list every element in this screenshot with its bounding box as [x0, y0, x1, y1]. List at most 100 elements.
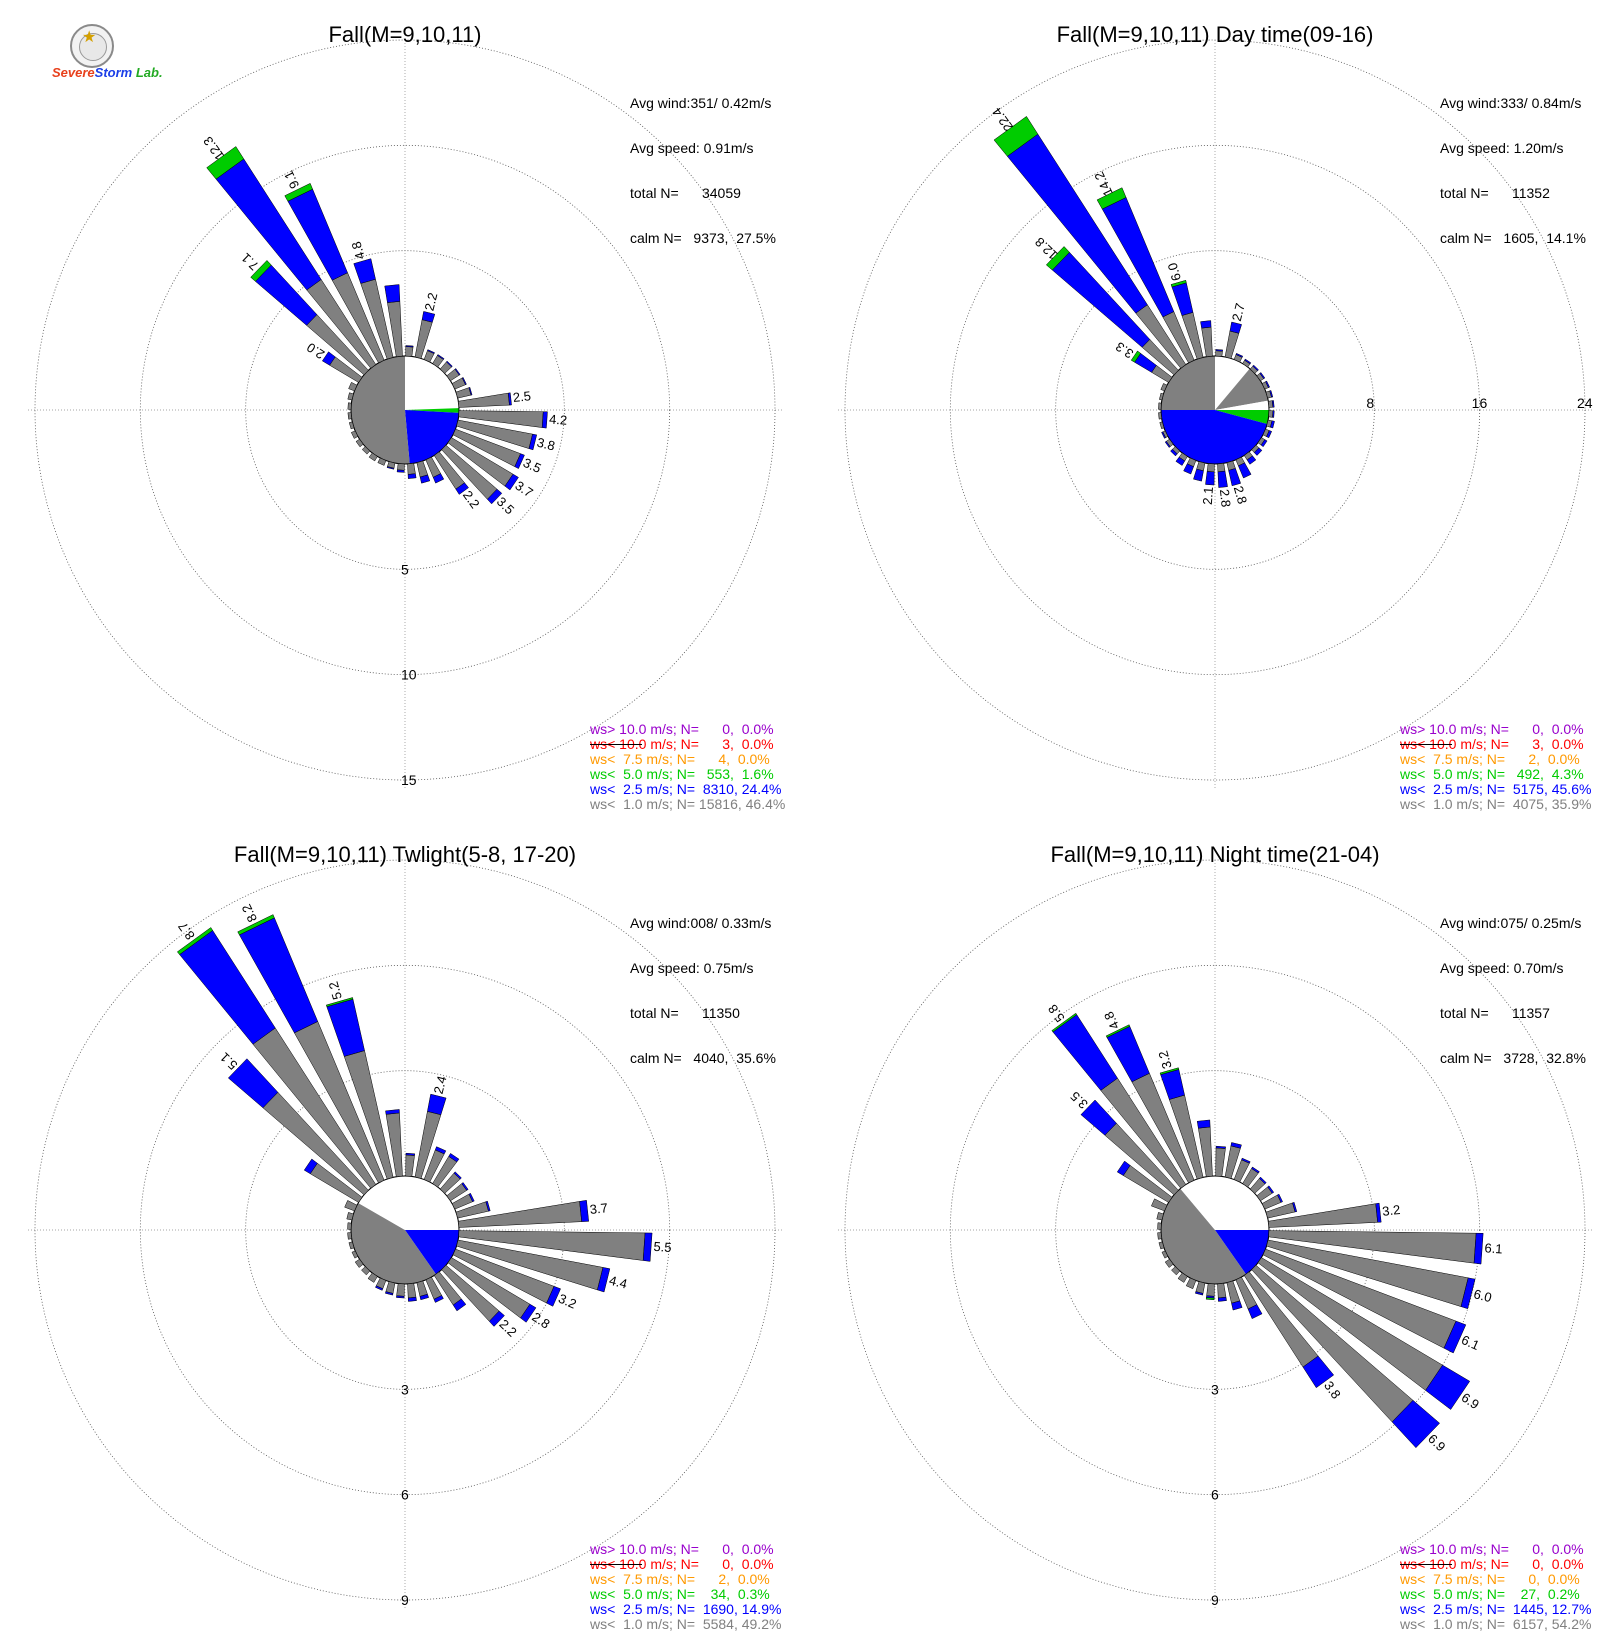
direction-bar	[1261, 1193, 1283, 1210]
legend-entry: ws< 5.0 m/s; N= 34, 0.3%	[590, 1586, 770, 1602]
direction-bar: 14.2	[1091, 169, 1195, 364]
direction-bar	[432, 1153, 460, 1188]
direction-bar: 9.1	[281, 168, 385, 364]
bar-segment-lt25	[1272, 410, 1275, 418]
bar-label: 9.1	[281, 168, 302, 191]
direction-bar	[347, 1222, 352, 1230]
calm-count: calm N= 4040, 35.6%	[630, 1050, 776, 1066]
bar-segment-lt1	[1151, 1198, 1168, 1212]
bar-segment-lt5	[325, 997, 354, 1008]
direction-bar	[1243, 451, 1257, 465]
bar-segment-lt25	[454, 368, 461, 376]
direction-bar	[1177, 1272, 1188, 1283]
direction-bar: 4.8	[348, 240, 394, 360]
direction-bar	[407, 1283, 417, 1302]
bar-segment-lt5	[1205, 1297, 1215, 1301]
avg-speed: Avg speed: 0.70m/s	[1440, 960, 1564, 976]
legend-entry: ws< 7.5 m/s; N= 4, 0.0%	[590, 751, 770, 767]
direction-bar	[1233, 352, 1244, 363]
bar-segment-lt1	[347, 412, 352, 420]
bar-segment-lt1	[407, 1283, 417, 1299]
direction-bar	[1158, 1241, 1165, 1250]
bar-segment-lt25	[1259, 1176, 1267, 1185]
bar-segment-lt25	[1292, 1201, 1298, 1213]
bar-segment-lt25	[407, 1296, 417, 1302]
bar-segment-lt1	[348, 1241, 355, 1250]
avg-speed: Avg speed: 0.75m/s	[630, 960, 754, 976]
direction-bar	[384, 284, 403, 357]
direction-bar	[348, 381, 358, 392]
bar-segment-lt25	[1247, 1304, 1263, 1320]
bar-segment-lt25	[1175, 456, 1186, 466]
direction-bar: 2.1	[1200, 463, 1216, 505]
direction-bar	[347, 1232, 352, 1240]
bar-segment-lt25	[1443, 1320, 1467, 1354]
bar-segment-lt25	[579, 1199, 589, 1222]
calm-sector	[1215, 356, 1250, 410]
direction-bar	[446, 368, 461, 382]
ring-label: 6	[1211, 1487, 1219, 1503]
bar-segment-lt25	[1231, 1300, 1243, 1311]
bar-segment-lt25	[437, 354, 445, 360]
direction-bar	[1171, 1266, 1181, 1276]
bar-segment-lt5	[1159, 1067, 1180, 1075]
legend-entry: ws> 10.0 m/s; N= 0, 0.0%	[590, 721, 774, 737]
bar-label: 3.2	[556, 1291, 579, 1312]
bar-segment-lt1	[1157, 1232, 1162, 1240]
bar-segment-lt25	[448, 1153, 460, 1163]
bar-segment-lt1	[1158, 412, 1162, 420]
bar-segment-lt25	[1241, 1157, 1251, 1164]
legend: ws> 10.0 m/s; N= 0, 0.0% ws< 10.0 m/s; N…	[590, 722, 785, 812]
bar-segment-lt25	[1164, 440, 1171, 448]
direction-bar	[1235, 1276, 1263, 1320]
bar-segment-lt25	[1215, 349, 1223, 352]
bar-segment-lt25	[453, 1171, 462, 1180]
bar-segment-lt1	[1217, 463, 1226, 473]
bar-segment-lt1	[347, 402, 352, 410]
bar-segment-lt25	[1228, 468, 1242, 487]
bar-segment-lt25	[1269, 390, 1274, 398]
calm-sector	[1215, 368, 1269, 410]
direction-bar	[1159, 392, 1164, 401]
direction-bar: 3.7	[458, 1199, 609, 1228]
bar-segment-lt25	[427, 1093, 447, 1116]
direction-bar	[348, 421, 355, 430]
bar-label: 8.2	[239, 902, 260, 925]
grid-ring	[245, 250, 565, 570]
direction-bar: 2.2	[414, 291, 440, 359]
direction-bar	[1235, 456, 1252, 479]
legend-entry: ws< 5.0 m/s; N= 553, 1.6%	[590, 766, 774, 782]
bar-segment-lt25	[461, 377, 467, 386]
bar-segment-lt25	[386, 466, 395, 470]
bar-segment-lt1	[368, 452, 378, 462]
legend: ws> 10.0 m/s; N= 0, 0.0% ws< 10.0 m/s; N…	[1400, 1542, 1591, 1632]
bar-segment-lt25	[407, 473, 417, 479]
bar-segment-lt25	[486, 488, 503, 505]
direction-bar	[1116, 1160, 1173, 1203]
bar-segment-lt25	[353, 258, 376, 284]
windrose-panel-all: 5 10 15 2.2 2.5 4.2 3.8 3.5 3.7 3.5 2.2 2.0 7.1 12.3 9…	[0, 0, 810, 820]
ring-label: 6	[401, 1487, 409, 1503]
direction-bar	[1185, 1277, 1197, 1290]
grid-ring	[949, 144, 1481, 676]
bar-segment-lt1	[355, 438, 364, 448]
calm-sector	[405, 408, 459, 413]
avg-wind: Avg wind:008/ 0.33m/s	[630, 915, 772, 931]
bar-segment-lt25	[1425, 1364, 1471, 1410]
total-count: total N= 11357	[1440, 1005, 1550, 1021]
ring-label: 24	[1577, 395, 1593, 411]
direction-bar	[1242, 1166, 1260, 1188]
bar-segment-lt25	[396, 1295, 405, 1299]
bar-segment-lt1	[1206, 463, 1215, 473]
direction-bar	[446, 1182, 469, 1202]
direction-bar	[347, 392, 354, 401]
bar-segment-lt1	[347, 1232, 352, 1240]
direction-bar	[384, 1281, 396, 1296]
bar-segment-lt1	[1158, 1241, 1165, 1250]
bar-segment-lt25	[514, 453, 525, 469]
legend-entry: ws< 7.5 m/s; N= 2, 0.0%	[590, 1571, 770, 1587]
bar-segment-lt5	[176, 927, 214, 955]
direction-bar	[396, 463, 405, 473]
bar-segment-lt1	[416, 460, 429, 478]
direction-bar	[1194, 1281, 1206, 1296]
